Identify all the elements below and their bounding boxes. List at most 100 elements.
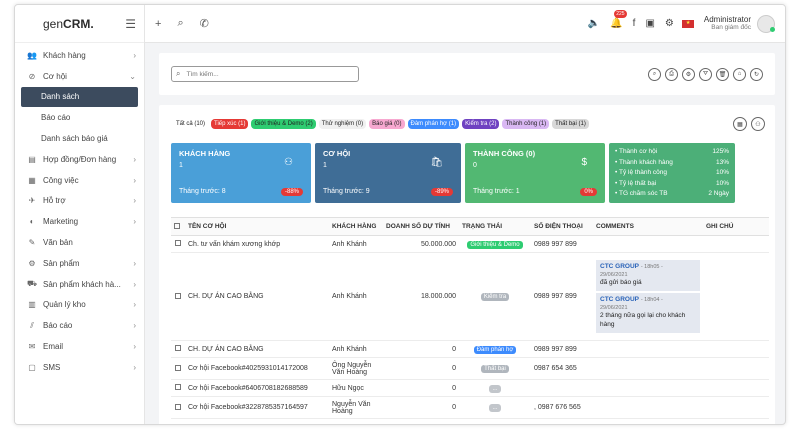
status-filter-chip[interactable]: Đàm phán hợ (1)	[407, 119, 460, 129]
sidebar-subitem-0[interactable]: Danh sách	[21, 86, 138, 108]
status-badge[interactable]: Thất bại	[481, 365, 509, 373]
select-all-cell[interactable]	[171, 217, 185, 236]
status-filter-chip[interactable]: Báo giá (0)	[369, 119, 405, 129]
calendar-icon[interactable]: ▦	[733, 117, 747, 131]
status-badge[interactable]: ...	[489, 404, 501, 412]
summary-label: • Thành khách hàng	[615, 158, 673, 166]
col-comments[interactable]: COMMENTS	[593, 217, 703, 236]
customer-name[interactable]: Nguyễn Văn Hoàng	[329, 396, 383, 419]
customer-name[interactable]: Anh Khánh	[329, 252, 383, 341]
avatar[interactable]	[757, 14, 775, 33]
col-phone[interactable]: SỐ ĐIỆN THOẠI	[531, 217, 593, 236]
search-input[interactable]	[186, 70, 347, 78]
status-filter-chip[interactable]: Thử nghiệm (0)	[318, 119, 367, 129]
gear-icon[interactable]: ⚙	[664, 18, 674, 29]
row-select-cell[interactable]	[171, 252, 185, 341]
sidebar-item-0[interactable]: 👥 Khách hàng ›	[15, 45, 144, 66]
sidebar-item-8[interactable]: ⛟ Sản phẩm khách hà... ›	[15, 274, 144, 295]
customer-name[interactable]: Anh Khánh	[329, 235, 383, 253]
phone-icon[interactable]: ✆	[199, 18, 209, 30]
status-filter-chip[interactable]: Kiểm tra (2)	[462, 119, 500, 129]
sidebar-subitem-2[interactable]: Danh sách báo giá	[41, 134, 108, 144]
refresh-icon[interactable]: ↻	[750, 67, 763, 81]
row-select-cell[interactable]	[171, 396, 185, 419]
sidebar-item-5[interactable]: ◐ Marketing ›	[15, 211, 144, 232]
row-checkbox[interactable]	[175, 403, 181, 410]
status-filter-chip[interactable]: Giới thiệu & Demo (2)	[251, 119, 316, 129]
status-badge[interactable]: Giới thiệu & Demo	[467, 240, 523, 249]
status-filter-chip[interactable]: Thất bại (1)	[552, 119, 589, 129]
opportunity-name[interactable]: CH. DỰ ÁN CAO BẰNG	[185, 340, 329, 358]
row-select-cell[interactable]	[171, 357, 185, 380]
add-icon[interactable]: +	[155, 17, 162, 30]
bell-icon[interactable]: 🔔 225	[610, 10, 627, 29]
comments-cell	[593, 379, 703, 397]
row-checkbox[interactable]	[175, 364, 181, 371]
sidebar-item-3[interactable]: ▦ Công việc ›	[15, 170, 144, 191]
row-checkbox[interactable]	[175, 240, 181, 246]
col-status[interactable]: TRẠNG THÁI	[459, 217, 531, 236]
sidebar-item-7[interactable]: ⚙ Sản phẩm ›	[15, 253, 144, 274]
phone-number	[531, 379, 593, 397]
opportunity-name[interactable]: Cơ hội Facebook#3228785357164597	[185, 396, 329, 419]
row-select-cell[interactable]	[171, 379, 185, 397]
filter-icon[interactable]: ⛛	[699, 67, 712, 81]
row-checkbox[interactable]	[175, 345, 181, 351]
sidebar-item-4[interactable]: ✈ Hỗ trợ ›	[15, 191, 144, 212]
user-group-icon[interactable]: ⚇	[751, 117, 765, 131]
col-name[interactable]: TÊN CƠ HỘI	[185, 217, 329, 236]
sms-icon: ▢	[28, 362, 36, 372]
customer-name[interactable]: Hữu Ngọc	[329, 379, 383, 397]
stat-card[interactable]: CƠ HỘI 1 Tháng trước: 9 -89% 🛍	[315, 143, 461, 203]
trash-icon[interactable]: 🗑	[716, 67, 729, 81]
status-filter-chip[interactable]: Tiếp xúc (1)	[211, 119, 249, 129]
col-revenue[interactable]: DOANH SỐ DỰ TÍNH	[383, 217, 459, 236]
sidebar-item-9[interactable]: ▥ Quản lý kho ›	[15, 295, 144, 316]
opportunity-name[interactable]: Cơ hội Facebook#6406708182688589	[185, 379, 329, 397]
vietnam-flag-icon[interactable]	[681, 19, 694, 28]
row-select-cell[interactable]	[171, 340, 185, 358]
status-badge[interactable]: Kiểm tra	[480, 293, 510, 301]
facebook-icon[interactable]: f	[632, 18, 636, 29]
tag-icon[interactable]: ⌂	[733, 67, 746, 81]
zalo-icon[interactable]: ▣	[645, 18, 655, 29]
sidebar-item-2[interactable]: ▤ Hợp đồng/Đơn hàng ›	[15, 149, 144, 170]
sidebar-item-11[interactable]: ✉ Email ›	[15, 336, 144, 357]
status-filter-chip[interactable]: Tất cả (10)	[176, 121, 206, 127]
customer-name[interactable]: Ông Nguyễn Văn Hoàng	[329, 357, 383, 380]
sidebar-item-10[interactable]: ⫽ Báo cáo ›	[15, 315, 144, 336]
status-badge[interactable]: Đàm phán hợ	[473, 345, 517, 354]
settings-icon[interactable]: ⚙	[682, 67, 695, 81]
export-icon[interactable]: ⎙	[665, 67, 678, 81]
select-all-checkbox[interactable]	[174, 222, 180, 229]
status-badge[interactable]: ...	[489, 384, 501, 393]
table-row[interactable]: Cơ hội Facebook#4025931014172008 Ông Nguy…	[171, 357, 769, 380]
search-icon[interactable]: ⌕	[177, 17, 184, 29]
stat-card[interactable]: KHÁCH HÀNG 1 Tháng trước: 8 -88% ⚇	[171, 143, 311, 203]
opportunity-name[interactable]: CH. DỰ ÁN CAO BẰNG	[185, 252, 329, 341]
table-row[interactable]: CH. DỰ ÁN CAO BẰNG Anh Khánh 18.000.000 Kiể…	[171, 252, 769, 341]
table-row[interactable]: Ch. tư vấn khám xương khớp Anh Khánh 50.00…	[171, 235, 769, 253]
opportunity-name[interactable]: Cơ hội Facebook#4025931014172008	[185, 357, 329, 380]
sidebar-item-12[interactable]: ▢ SMS ›	[15, 357, 144, 378]
table-row[interactable]: CH. DỰ ÁN CAO BẰNG Anh Khánh 0 Đàm phán hợ 0…	[171, 340, 769, 358]
stat-card[interactable]: THÀNH CÔNG (0) 0 Tháng trước: 1 0% $	[465, 143, 605, 203]
col-customer[interactable]: KHÁCH HÀNG	[329, 217, 383, 236]
app-logo[interactable]: genCRM.	[43, 17, 94, 31]
opportunity-name[interactable]: Ch. tư vấn khám xương khớp	[185, 235, 329, 253]
status-filter-chip[interactable]: Thành công (1)	[502, 119, 550, 129]
hamburger-menu-icon[interactable]: ☰	[125, 16, 136, 31]
sidebar-item-1[interactable]: ⊘ Cơ hội ⌄	[15, 66, 144, 87]
sidebar-item-6[interactable]: ✎ Văn bản	[15, 232, 144, 253]
row-checkbox[interactable]	[175, 384, 181, 390]
row-checkbox[interactable]	[175, 292, 181, 299]
user-info[interactable]: Administrator Ban giám đốc	[704, 15, 751, 32]
customer-name[interactable]: Anh Khánh	[329, 340, 383, 358]
table-row[interactable]: Cơ hội Facebook#3228785357164597 Nguyễn V…	[171, 396, 769, 419]
sidebar-subitem-1[interactable]: Báo cáo	[41, 113, 71, 123]
row-select-cell[interactable]	[171, 235, 185, 253]
table-row[interactable]: Cơ hội Facebook#6406708182688589 Hữu Ngọc…	[171, 379, 769, 397]
speaker-icon[interactable]: 🔈	[587, 18, 601, 29]
search-action-icon[interactable]: ⌕	[648, 67, 661, 81]
col-notes[interactable]: GHI CHÚ	[703, 217, 769, 236]
